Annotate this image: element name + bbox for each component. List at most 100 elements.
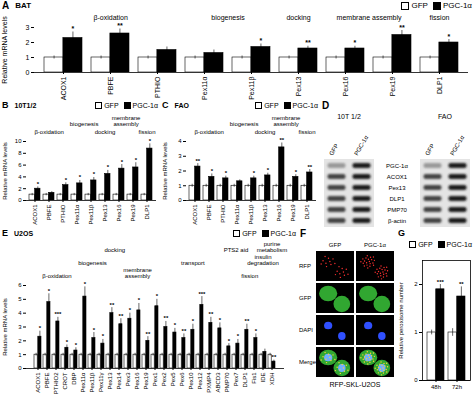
svg-text:***: *** bbox=[198, 291, 206, 297]
svg-text:biogenesis: biogenesis bbox=[230, 121, 259, 127]
svg-text:3: 3 bbox=[18, 324, 22, 330]
svg-text:Pex2: Pex2 bbox=[161, 372, 167, 386]
svg-text:3: 3 bbox=[178, 153, 182, 159]
svg-text:Pex13: Pex13 bbox=[262, 204, 268, 222]
svg-text:*: * bbox=[237, 333, 240, 339]
svg-text:DLP1: DLP1 bbox=[304, 204, 310, 220]
svg-text:PBFE: PBFE bbox=[44, 373, 50, 389]
svg-text:*: * bbox=[225, 170, 228, 176]
svg-text:Pex11γ: Pex11γ bbox=[98, 373, 104, 393]
svg-text:PBFE: PBFE bbox=[206, 205, 212, 221]
svg-text:*: * bbox=[84, 281, 87, 287]
svg-text:DLP1: DLP1 bbox=[389, 196, 405, 202]
svg-text:2: 2 bbox=[18, 186, 22, 192]
svg-text:PMP70: PMP70 bbox=[387, 207, 407, 213]
svg-text:Fis1: Fis1 bbox=[251, 372, 257, 384]
svg-text:ACOX1: ACOX1 bbox=[387, 174, 408, 180]
svg-text:Pex19: Pex19 bbox=[389, 76, 396, 96]
svg-text:CROT: CROT bbox=[62, 372, 68, 389]
svg-text:*: * bbox=[79, 174, 82, 180]
svg-text:5: 5 bbox=[18, 296, 22, 302]
svg-text:β-oxidation: β-oxidation bbox=[93, 14, 127, 22]
svg-text:*: * bbox=[174, 322, 177, 328]
svg-text:ACOX1: ACOX1 bbox=[32, 204, 38, 225]
svg-text:**: ** bbox=[245, 318, 250, 324]
svg-text:PTHIO2: PTHIO2 bbox=[53, 372, 59, 394]
svg-text:*: * bbox=[211, 168, 214, 174]
svg-text:GFP: GFP bbox=[328, 143, 339, 157]
svg-text:Pex13: Pex13 bbox=[295, 76, 302, 96]
svg-text:RFP-SKL-U2OS: RFP-SKL-U2OS bbox=[330, 381, 381, 388]
svg-text:Relative mRNA levels: Relative mRNA levels bbox=[162, 142, 168, 200]
svg-text:Pex11α: Pex11α bbox=[80, 372, 86, 393]
svg-text:2: 2 bbox=[18, 338, 22, 344]
svg-text:*: * bbox=[102, 333, 105, 339]
svg-text:Pex19: Pex19 bbox=[143, 372, 149, 390]
svg-text:docking: docking bbox=[286, 14, 310, 22]
svg-text:PGC-1α: PGC-1α bbox=[364, 242, 386, 248]
svg-text:DLP1: DLP1 bbox=[144, 204, 150, 220]
svg-text:docking: docking bbox=[255, 129, 276, 135]
svg-text:Pex11β: Pex11β bbox=[248, 77, 256, 100]
svg-text:***: *** bbox=[437, 279, 445, 285]
svg-text:*: * bbox=[129, 307, 132, 313]
svg-text:3: 3 bbox=[26, 24, 30, 31]
svg-text:docking: docking bbox=[104, 247, 125, 253]
svg-text:Pex13: Pex13 bbox=[102, 204, 108, 222]
svg-text:*: * bbox=[192, 318, 195, 324]
svg-text:*: * bbox=[219, 317, 222, 323]
svg-text:Pex16: Pex16 bbox=[276, 204, 282, 222]
svg-text:Pex13: Pex13 bbox=[388, 185, 406, 191]
svg-text:GFP: GFP bbox=[299, 295, 311, 301]
svg-text:β-oxidation: β-oxidation bbox=[194, 129, 223, 135]
svg-text:4: 4 bbox=[178, 138, 182, 144]
svg-text:Pex11β: Pex11β bbox=[88, 204, 94, 225]
svg-text:*: * bbox=[156, 293, 159, 299]
svg-text:PTHIO: PTHIO bbox=[60, 204, 66, 223]
svg-text:72h: 72h bbox=[452, 384, 462, 390]
svg-text:*: * bbox=[228, 338, 231, 344]
svg-text:Relative mRNA levels: Relative mRNA levels bbox=[2, 298, 8, 356]
svg-text:Pex13: Pex13 bbox=[107, 372, 113, 390]
svg-text:***: *** bbox=[54, 311, 62, 317]
svg-text:IDE: IDE bbox=[260, 373, 266, 383]
svg-text:insulindegradation: insulindegradation bbox=[247, 254, 279, 266]
svg-text:**: ** bbox=[146, 331, 151, 337]
svg-text:GFP: GFP bbox=[424, 143, 435, 157]
svg-text:Pex19: Pex19 bbox=[130, 204, 136, 222]
svg-text:**: ** bbox=[117, 22, 123, 29]
svg-text:*: * bbox=[138, 297, 141, 303]
svg-text:Pex3: Pex3 bbox=[125, 372, 131, 386]
svg-text:Pex11α: Pex11α bbox=[201, 77, 208, 100]
svg-text:*: * bbox=[75, 342, 78, 348]
svg-text:ACOX1: ACOX1 bbox=[60, 76, 67, 100]
svg-text:PGC-1α: PGC-1α bbox=[386, 163, 408, 169]
svg-text:PTHIO: PTHIO bbox=[154, 76, 161, 98]
svg-text:transport: transport bbox=[181, 260, 205, 266]
svg-text:*: * bbox=[66, 339, 69, 345]
svg-text:*: * bbox=[93, 171, 96, 177]
svg-text:0: 0 bbox=[26, 69, 30, 76]
svg-text:PGC-1α: PGC-1α bbox=[353, 134, 369, 156]
svg-text:*: * bbox=[253, 170, 256, 176]
svg-text:*: * bbox=[48, 288, 51, 294]
svg-text:0: 0 bbox=[414, 377, 418, 383]
svg-text:*: * bbox=[39, 325, 42, 331]
svg-text:Pex14: Pex14 bbox=[116, 372, 122, 390]
svg-text:membrane assembly: membrane assembly bbox=[337, 14, 402, 22]
svg-text:membraneassembly: membraneassembly bbox=[272, 115, 301, 127]
svg-text:Pex10: Pex10 bbox=[188, 372, 194, 390]
svg-text:*: * bbox=[65, 177, 68, 183]
svg-text:Relative mRNA levels: Relative mRNA levels bbox=[1, 16, 8, 84]
svg-text:**: ** bbox=[305, 39, 311, 46]
svg-text:*: * bbox=[37, 181, 40, 187]
svg-text:docking: docking bbox=[95, 129, 116, 135]
svg-text:Pex16: Pex16 bbox=[134, 372, 140, 390]
svg-text:DAPI: DAPI bbox=[299, 327, 313, 333]
svg-text:**: ** bbox=[110, 302, 115, 308]
svg-text:2: 2 bbox=[414, 281, 418, 287]
svg-text:*: * bbox=[267, 167, 270, 173]
svg-text:Pex12: Pex12 bbox=[197, 372, 203, 390]
svg-text:*: * bbox=[260, 37, 263, 44]
svg-text:**: ** bbox=[307, 164, 312, 170]
